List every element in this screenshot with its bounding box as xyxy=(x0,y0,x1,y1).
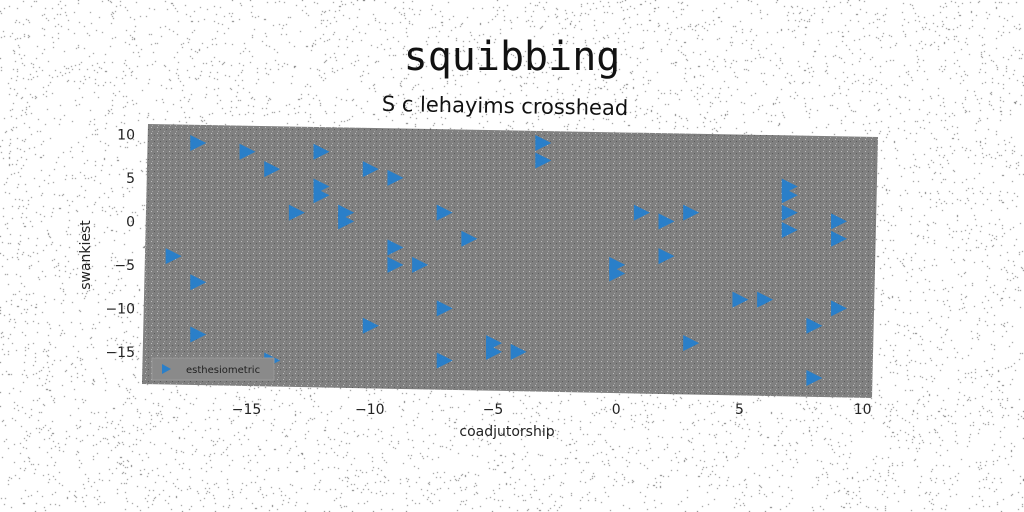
axis-ticks: −15 −10 −5 0 5 10 10 5 0 −5 −10 −15 xyxy=(105,127,871,418)
data-point xyxy=(264,161,281,178)
data-point xyxy=(633,204,650,221)
y-tick-label: 10 xyxy=(117,127,135,143)
legend-marker xyxy=(162,364,171,374)
data-point xyxy=(288,204,305,221)
data-point xyxy=(757,291,774,308)
data-point xyxy=(436,204,453,221)
chart-title: squibbing xyxy=(403,34,621,80)
data-point xyxy=(609,265,626,282)
x-tick-label: −15 xyxy=(232,402,262,418)
data-point xyxy=(387,256,404,273)
x-tick-label: −10 xyxy=(355,402,385,418)
x-tick-label: 10 xyxy=(854,402,872,418)
y-tick-label: 0 xyxy=(126,214,135,230)
y-tick-label: −10 xyxy=(105,301,135,317)
legend: esthesiometric xyxy=(151,357,275,381)
data-point xyxy=(436,352,453,369)
data-point xyxy=(535,152,552,169)
data-point xyxy=(362,317,379,334)
data-point xyxy=(362,161,379,178)
data-point xyxy=(313,187,330,204)
data-point xyxy=(190,135,207,152)
data-point xyxy=(535,135,552,152)
data-point xyxy=(461,230,478,247)
y-tick-label: −5 xyxy=(114,258,135,274)
data-point xyxy=(781,204,798,221)
data-point xyxy=(412,256,429,273)
data-point xyxy=(806,369,823,386)
data-point xyxy=(831,230,848,247)
legend-label: esthesiometric xyxy=(186,365,260,376)
data-point xyxy=(190,326,207,343)
x-tick-label: −5 xyxy=(483,402,504,418)
data-point xyxy=(806,317,823,334)
data-point xyxy=(313,143,330,160)
data-point xyxy=(436,300,453,317)
data-point xyxy=(831,213,848,230)
data-point xyxy=(165,248,182,265)
data-point xyxy=(239,143,256,160)
data-point xyxy=(510,343,527,360)
data-point xyxy=(658,248,675,265)
x-tick-label: 0 xyxy=(612,402,621,418)
legend-box xyxy=(151,357,275,381)
data-point xyxy=(387,169,404,186)
data-point xyxy=(831,300,848,317)
x-axis-label: coadjutorship xyxy=(459,424,554,440)
data-points xyxy=(165,135,848,386)
data-point xyxy=(781,222,798,239)
data-point xyxy=(486,335,503,352)
data-point xyxy=(683,204,700,221)
y-axis-label: swankiest xyxy=(78,220,94,290)
plot-area xyxy=(142,124,878,398)
data-point xyxy=(658,213,675,230)
x-tick-label: 5 xyxy=(735,402,744,418)
y-tick-label: 5 xyxy=(126,171,135,187)
data-point xyxy=(683,335,700,352)
y-tick-label: −15 xyxy=(105,345,135,361)
data-point xyxy=(387,239,404,256)
data-point xyxy=(338,204,355,221)
data-point xyxy=(781,187,798,204)
data-point xyxy=(190,274,207,291)
data-point xyxy=(732,291,749,308)
